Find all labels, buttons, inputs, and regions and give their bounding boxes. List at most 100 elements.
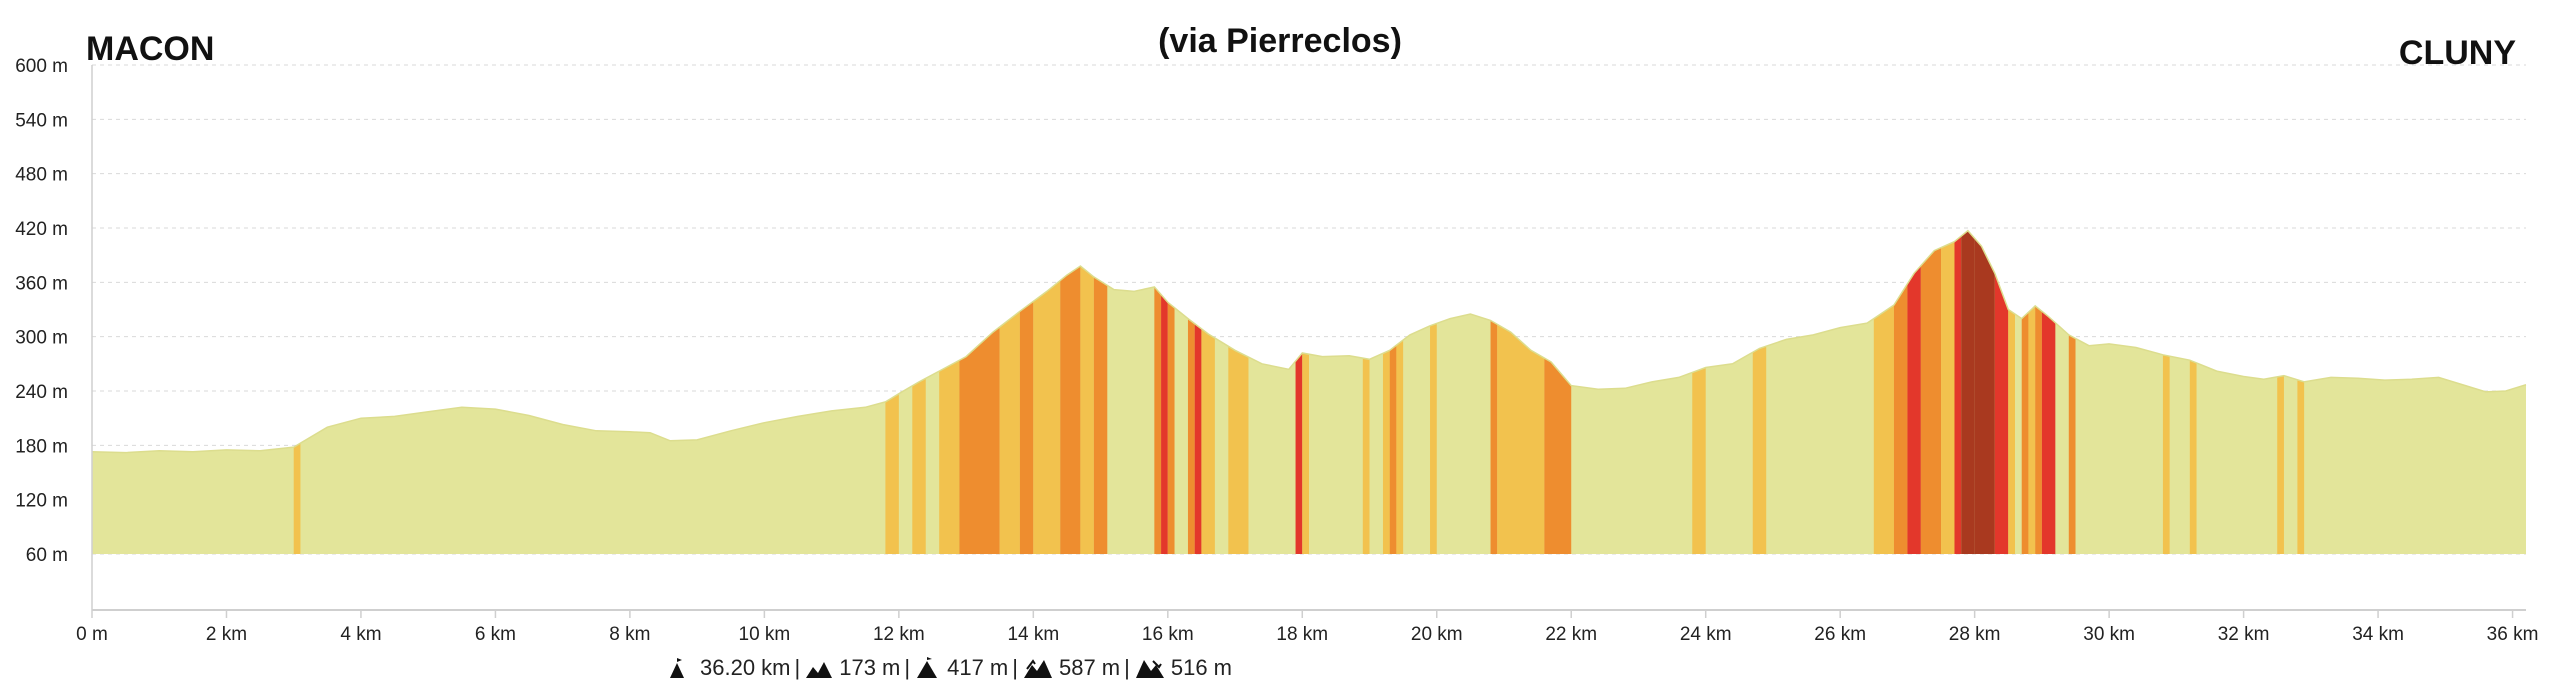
x-tick-label: 6 km: [475, 624, 516, 645]
x-tick-label: 24 km: [1680, 624, 1732, 645]
slope-band-light: [885, 230, 899, 554]
slope-band-light: [293, 230, 301, 554]
slope-band-light: [1497, 230, 1545, 554]
slope-band-steep: [1994, 230, 2009, 554]
stat-descent-value: 516 m: [1170, 655, 1232, 680]
x-tick-label: 18 km: [1276, 624, 1328, 645]
profile-area: [91, 229, 2527, 554]
slope-band-light: [1362, 230, 1370, 554]
separator: |: [904, 655, 911, 680]
slope-band-light: [1201, 230, 1215, 554]
slope-band-steep: [1954, 230, 1962, 554]
stat-max-elevation-value: 417 m: [947, 655, 1009, 680]
slope-band-moderate: [1490, 230, 1498, 554]
x-tick-label: 16 km: [1142, 624, 1194, 645]
slope-band-light: [2008, 230, 2015, 554]
y-tick-label: 360 m: [15, 273, 68, 294]
separator: |: [794, 655, 801, 680]
slope-band-light: [912, 230, 926, 554]
y-tick-label: 60 m: [26, 545, 68, 566]
slope-band-light: [999, 230, 1020, 554]
slope-band-very_steep: [1974, 230, 1995, 554]
slope-band-light: [1941, 230, 1955, 554]
x-tick-label: 10 km: [739, 624, 791, 645]
x-tick-label: 12 km: [873, 624, 925, 645]
x-axis-tick-labels: 0 m 2 km 4 km 6 km 8 km 10 km 12 km 14 km 16 km 1…: [76, 624, 2538, 645]
min-elevation-icon: [806, 662, 833, 678]
y-tick-label: 540 m: [15, 110, 68, 131]
x-tick-label: 8 km: [609, 624, 650, 645]
slope-band-moderate: [1389, 230, 1397, 554]
stat-min-elevation: 173 m: [805, 655, 900, 681]
ascent-icon: [1023, 659, 1052, 678]
slope-band-light: [1873, 230, 1894, 554]
route-title: (via Pierreclos): [1158, 22, 1402, 60]
slope-band-steep: [1194, 230, 1202, 554]
x-tick-label: 34 km: [2352, 624, 2404, 645]
start-town-label: MACON: [86, 30, 215, 68]
slope-band-light: [2297, 230, 2305, 554]
stat-distance: 36.20 km: [668, 655, 791, 681]
y-tick-label: 420 m: [15, 219, 68, 240]
slope-band-moderate: [1019, 230, 1034, 554]
x-tick-label: 26 km: [1814, 624, 1866, 645]
slope-band-steep: [1295, 230, 1303, 554]
x-tick-label: 36 km: [2487, 624, 2539, 645]
descent-icon: [1135, 660, 1164, 678]
stat-ascent: 587 m: [1023, 655, 1120, 681]
slope-band-light: [1382, 230, 1390, 554]
y-tick-label: 600 m: [15, 56, 68, 77]
slope-band-steep: [1907, 230, 1921, 554]
slope-band-moderate: [1544, 230, 1572, 554]
y-tick-label: 300 m: [15, 328, 68, 349]
route-stats-bar: 36.20 km | 173 m | 417 m | 587 m | 516 m: [668, 655, 1232, 681]
x-tick-label: 14 km: [1007, 624, 1059, 645]
slope-band-light: [1080, 230, 1094, 554]
slope-band-steep: [2041, 230, 2056, 554]
x-tick-label: 32 km: [2218, 624, 2270, 645]
slope-band-light: [2277, 230, 2284, 554]
slope-band-light: [1430, 230, 1437, 554]
slope-band-moderate: [1893, 230, 1908, 554]
y-tick-label: 480 m: [15, 165, 68, 186]
x-tick-label: 0 m: [76, 624, 108, 645]
slope-band-light: [1692, 230, 1706, 554]
y-tick-label: 120 m: [15, 491, 68, 512]
x-tick-label: 22 km: [1545, 624, 1597, 645]
x-tick-label: 30 km: [2083, 624, 2135, 645]
x-tick-label: 2 km: [206, 624, 247, 645]
distance-icon: [670, 658, 684, 678]
slope-band-light: [1302, 230, 1309, 554]
x-tick-label: 4 km: [340, 624, 381, 645]
slope-band-light: [1396, 230, 1404, 554]
slope-band-moderate: [2021, 230, 2029, 554]
y-tick-label: 240 m: [15, 382, 68, 403]
slope-band-moderate: [1154, 230, 1162, 554]
slope-band-moderate: [959, 230, 1000, 554]
stat-max-elevation: 417 m: [915, 655, 1008, 681]
x-tick-label: 28 km: [1949, 624, 2001, 645]
stat-descent: 516 m: [1135, 655, 1232, 681]
end-town-label: CLUNY: [2398, 34, 2516, 72]
x-tick-label: 20 km: [1411, 624, 1463, 645]
slope-band-light: [1752, 230, 1767, 554]
slope-band-steep: [1161, 230, 1168, 554]
slope-band-moderate: [1060, 230, 1081, 554]
slope-band-very_steep: [1961, 230, 1975, 554]
slope-band-moderate: [2068, 230, 2076, 554]
separator: |: [1012, 655, 1018, 680]
separator: |: [1124, 655, 1130, 680]
slope-band-moderate: [1093, 230, 1108, 554]
stat-distance-value: 36.20 km: [700, 655, 791, 680]
slope-band-moderate: [2035, 230, 2042, 554]
slope-band-light: [939, 230, 960, 554]
y-tick-label: 180 m: [15, 436, 68, 457]
slope-band-moderate: [1187, 230, 1195, 554]
slope-band-light: [2162, 230, 2170, 554]
slope-band-moderate: [1167, 230, 1175, 554]
profile-outline: [91, 229, 2527, 454]
stat-ascent-value: 587 m: [1058, 655, 1121, 680]
slope-band-light: [2189, 230, 2197, 554]
slope-band-light: [2028, 230, 2036, 554]
